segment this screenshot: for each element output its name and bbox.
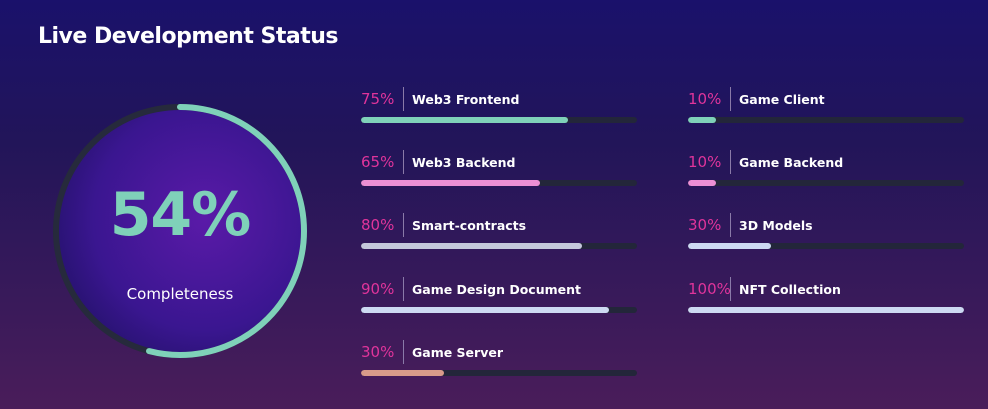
progress-fill bbox=[361, 117, 568, 123]
progress-fill bbox=[361, 243, 582, 249]
page-title: Live Development Status bbox=[38, 24, 339, 49]
progress-fill bbox=[688, 243, 771, 249]
status-item-game-backend: 10% Game Backend bbox=[688, 150, 964, 190]
progress-fill bbox=[361, 180, 541, 186]
status-percent: 10% bbox=[688, 153, 722, 171]
divider bbox=[403, 340, 404, 364]
status-percent: 100% bbox=[688, 280, 731, 298]
status-item-smart-contracts: 80% Smart-contracts bbox=[361, 213, 637, 253]
progress-fill bbox=[361, 370, 444, 376]
completeness-percent: 54% bbox=[109, 180, 252, 250]
status-label: Web3 Frontend bbox=[412, 91, 520, 107]
progress-track bbox=[688, 307, 964, 313]
progress-fill bbox=[688, 307, 964, 313]
progress-track bbox=[361, 243, 637, 249]
status-item-nft-collection: 100% NFT Collection bbox=[688, 277, 964, 317]
status-percent: 65% bbox=[361, 153, 395, 171]
status-label: Web3 Backend bbox=[412, 154, 516, 170]
status-item-web3-frontend: 75% Web3 Frontend bbox=[361, 87, 637, 127]
progress-track bbox=[688, 243, 964, 249]
status-label: Game Server bbox=[412, 344, 503, 360]
status-percent: 75% bbox=[361, 90, 395, 108]
divider bbox=[403, 213, 404, 237]
status-item-3d-models: 30% 3D Models bbox=[688, 213, 964, 253]
progress-track bbox=[361, 117, 637, 123]
progress-track bbox=[688, 117, 964, 123]
ring-background bbox=[58, 109, 302, 353]
divider bbox=[403, 87, 404, 111]
status-label: NFT Collection bbox=[739, 281, 841, 297]
progress-fill bbox=[688, 117, 716, 123]
progress-track bbox=[361, 180, 637, 186]
status-item-game-design-document: 90% Game Design Document bbox=[361, 277, 637, 317]
progress-fill bbox=[688, 180, 716, 186]
divider bbox=[730, 87, 731, 111]
status-percent: 10% bbox=[688, 90, 722, 108]
divider bbox=[403, 277, 404, 301]
progress-fill bbox=[361, 307, 610, 313]
divider bbox=[730, 277, 731, 301]
status-label: Smart-contracts bbox=[412, 217, 527, 233]
divider bbox=[730, 213, 731, 237]
divider bbox=[403, 150, 404, 174]
divider bbox=[730, 150, 731, 174]
completeness-ring-chart bbox=[53, 104, 307, 358]
progress-track bbox=[688, 180, 964, 186]
status-label: Game Design Document bbox=[412, 281, 581, 297]
status-label: 3D Models bbox=[739, 217, 813, 233]
progress-track bbox=[361, 307, 637, 313]
status-label: Game Backend bbox=[739, 154, 844, 170]
status-percent: 30% bbox=[361, 343, 395, 361]
ring-progress bbox=[53, 104, 307, 358]
status-percent: 80% bbox=[361, 216, 395, 234]
status-item-web3-backend: 65% Web3 Backend bbox=[361, 150, 637, 190]
status-item-game-server: 30% Game Server bbox=[361, 340, 637, 380]
completeness-label: Completeness bbox=[126, 285, 234, 303]
status-item-game-client: 10% Game Client bbox=[688, 87, 964, 127]
status-percent: 30% bbox=[688, 216, 722, 234]
progress-track bbox=[361, 370, 637, 376]
completeness-ring: 54% Completeness bbox=[49, 100, 311, 362]
status-label: Game Client bbox=[739, 91, 825, 107]
status-percent: 90% bbox=[361, 280, 395, 298]
